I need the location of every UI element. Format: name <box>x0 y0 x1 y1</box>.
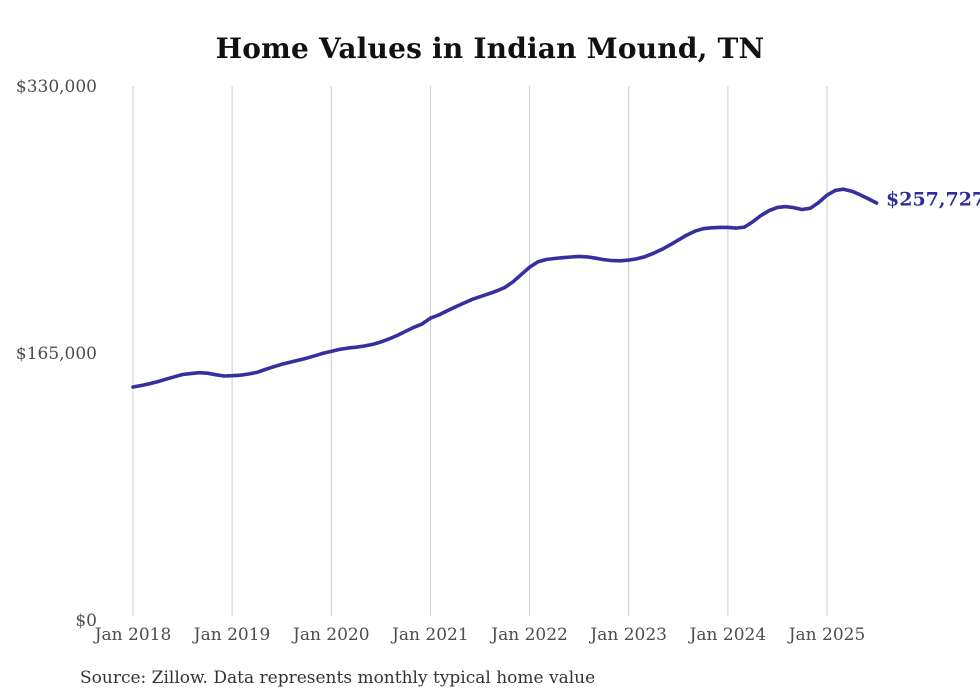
x-tick-label: Jan 2023 <box>588 625 667 645</box>
x-tick-label: Jan 2021 <box>390 625 469 645</box>
x-tick-label: Jan 2019 <box>192 625 271 645</box>
y-tick-label: $330,000 <box>16 77 97 97</box>
x-tick-label: Jan 2018 <box>93 625 172 645</box>
y-tick-label: $165,000 <box>16 344 97 364</box>
x-tick-label: Jan 2022 <box>489 625 568 645</box>
x-tick-label: Jan 2020 <box>291 625 370 645</box>
line-end-value-label: $257,727 <box>886 188 980 211</box>
chart-title: Home Values in Indian Mound, TN <box>215 32 765 65</box>
home-value-line <box>131 187 879 389</box>
x-tick-label: Jan 2025 <box>787 625 866 645</box>
y-tick-label: $0 <box>75 611 97 631</box>
source-note: Source: Zillow. Data represents monthly … <box>80 668 596 688</box>
x-tick-label: Jan 2024 <box>688 625 767 645</box>
